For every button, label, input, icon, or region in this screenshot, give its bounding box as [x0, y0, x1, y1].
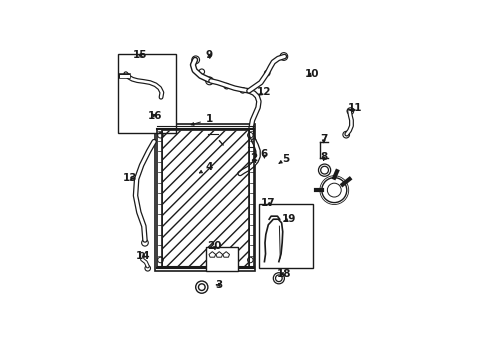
Text: 16: 16 — [147, 111, 162, 121]
Text: 8: 8 — [320, 152, 327, 162]
Bar — [155, 123, 255, 270]
Text: 7: 7 — [320, 134, 327, 144]
Text: 11: 11 — [348, 103, 362, 113]
Bar — [162, 130, 248, 267]
Text: 10: 10 — [305, 69, 319, 79]
Text: 4: 4 — [199, 162, 213, 173]
Text: 15: 15 — [132, 50, 147, 60]
Text: 20: 20 — [207, 241, 222, 251]
Text: 5: 5 — [279, 154, 290, 164]
Text: 14: 14 — [136, 251, 151, 261]
Text: 1: 1 — [191, 114, 213, 125]
Bar — [206, 247, 238, 270]
Bar — [118, 54, 176, 133]
Text: 6: 6 — [261, 149, 268, 158]
Bar — [259, 204, 314, 268]
Text: 13: 13 — [122, 174, 137, 184]
Text: 19: 19 — [282, 214, 296, 224]
Text: 18: 18 — [276, 269, 291, 279]
Text: 3: 3 — [216, 280, 223, 290]
Text: 9: 9 — [206, 50, 213, 60]
Text: 2: 2 — [250, 153, 258, 163]
Text: 17: 17 — [261, 198, 275, 208]
Text: 12: 12 — [257, 87, 271, 97]
